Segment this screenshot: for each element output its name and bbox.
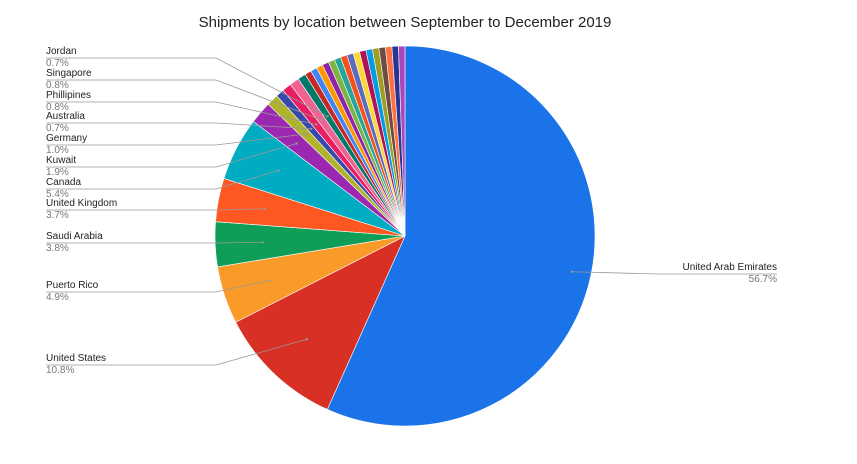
leader-dot: [315, 123, 318, 126]
slice-label: Australia: [46, 111, 85, 122]
slice-value: 3.8%: [46, 243, 69, 254]
leader-dot: [326, 115, 329, 118]
leader-line: [46, 101, 317, 125]
leader-dot: [268, 279, 271, 282]
pie-slice: [398, 45, 406, 237]
leader-line: [46, 338, 307, 366]
slice-value: 4.9%: [46, 292, 69, 303]
slice-label: United Arab Emirates: [683, 262, 778, 273]
slice-value: 0.8%: [46, 102, 69, 113]
slice-value: 0.7%: [46, 58, 69, 69]
slice-label: Saudi Arabia: [46, 231, 103, 242]
leader-line: [46, 170, 279, 190]
slice-value: 1.0%: [46, 145, 69, 156]
chart-title: Shipments by location between September …: [199, 14, 612, 31]
leader-dot: [305, 338, 309, 341]
slice-label: United Kingdom: [46, 198, 117, 209]
slice-label: United States: [46, 353, 106, 364]
slice-value: 1.9%: [46, 167, 69, 178]
pie-slice: [235, 235, 406, 410]
leader-dot: [309, 127, 313, 131]
slice-value: 5.4%: [46, 189, 69, 200]
slice-label: Germany: [46, 133, 87, 144]
leader-line: [46, 208, 266, 211]
slice-value: 0.7%: [46, 123, 69, 134]
leader-dot: [295, 142, 298, 145]
slice-label: Kuwait: [46, 155, 76, 166]
leader-line: [46, 79, 323, 121]
leader-dot: [261, 241, 264, 244]
slice-label: Puerto Rico: [46, 280, 99, 291]
leader-line: [46, 280, 270, 293]
leader-dot: [304, 132, 307, 136]
leader-dot: [277, 169, 280, 172]
slice-value: 0.8%: [46, 80, 69, 91]
leader-line: [46, 133, 306, 146]
slice-value: 3.7%: [46, 210, 69, 221]
leader-dot: [263, 207, 267, 211]
slice-label: Canada: [46, 177, 81, 188]
slice-value: 10.8%: [46, 365, 74, 376]
slice-label: Singapore: [46, 68, 92, 79]
slice-label: Jordan: [46, 46, 77, 57]
leader-dot: [571, 270, 574, 273]
pie-slice: [326, 45, 596, 427]
leader-line: [572, 271, 777, 275]
leader-dot: [320, 118, 324, 122]
leader-line: [46, 241, 263, 244]
leader-line: [46, 122, 312, 130]
slice-value: 56.7%: [749, 274, 777, 285]
slice-label: Phillipines: [46, 90, 91, 101]
leader-line: [46, 143, 297, 168]
leader-line: [46, 57, 328, 117]
